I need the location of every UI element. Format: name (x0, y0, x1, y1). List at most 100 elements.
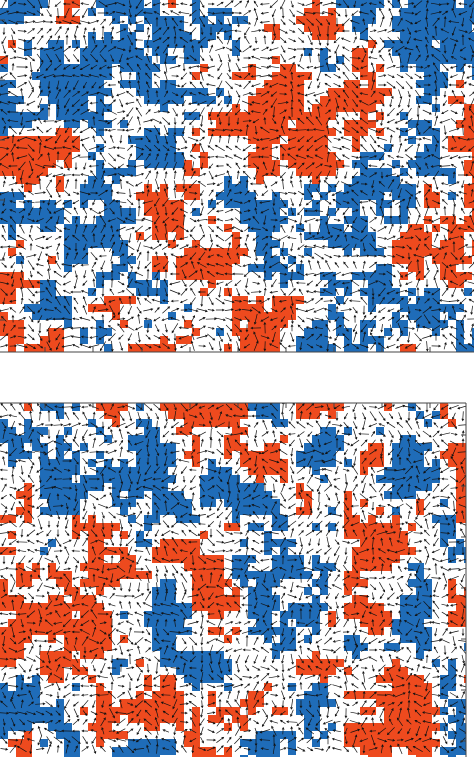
pixel (440, 240, 448, 248)
arrow (334, 63, 341, 71)
pixel (88, 304, 96, 312)
arrow (170, 10, 180, 16)
pixel (344, 587, 352, 595)
arrow (413, 155, 422, 159)
pixel (432, 739, 440, 747)
pixel (0, 643, 8, 651)
pixel (352, 691, 360, 699)
pixel (48, 280, 56, 288)
arrow (298, 37, 305, 43)
pixel (16, 715, 24, 723)
arrow (244, 26, 250, 36)
arrow (46, 259, 51, 271)
arrow (359, 190, 368, 196)
arrow (180, 90, 188, 99)
arrow (398, 89, 403, 100)
arrow (173, 117, 177, 126)
arrow (199, 136, 205, 142)
arrow (182, 99, 186, 107)
pixel (216, 8, 224, 16)
pixel (40, 296, 48, 304)
pixel (104, 715, 112, 723)
arrow (223, 11, 235, 15)
arrow (405, 419, 413, 430)
pixel (168, 240, 176, 248)
arrow (171, 74, 180, 78)
pixel (248, 112, 256, 120)
pixel (80, 80, 88, 88)
pixel (200, 491, 208, 499)
arrow (387, 245, 395, 249)
pixel (312, 200, 320, 208)
arrow (433, 422, 439, 428)
pixel (264, 336, 272, 344)
pixel (168, 56, 176, 64)
arrow (350, 45, 360, 53)
arrow (324, 164, 333, 168)
pixel (368, 240, 376, 248)
arrow (332, 325, 342, 331)
pixel (416, 563, 424, 571)
pixel (24, 427, 32, 435)
arrow (215, 272, 224, 276)
pixel (64, 571, 72, 579)
pixel (176, 659, 184, 667)
arrow (199, 55, 205, 62)
arrow (299, 342, 303, 351)
pixel (72, 256, 80, 264)
arrow (108, 146, 117, 150)
pixel (168, 152, 176, 160)
pixel (48, 152, 56, 160)
pixel (360, 184, 368, 192)
arrow (323, 299, 334, 303)
arrow (260, 414, 269, 418)
arrow (296, 421, 306, 429)
pixel (392, 555, 400, 563)
pixel (144, 715, 152, 723)
pixel (120, 459, 128, 467)
arrow (452, 43, 457, 55)
pixel (320, 435, 328, 443)
arrow (271, 279, 277, 288)
pixel (112, 240, 120, 248)
pixel (144, 571, 152, 579)
arrow (369, 206, 376, 216)
pixel (112, 272, 120, 280)
arrow (404, 2, 415, 6)
pixel (56, 443, 64, 451)
pixel (424, 192, 432, 200)
arrow (326, 151, 330, 163)
pixel (88, 611, 96, 619)
arrow (341, 164, 350, 168)
pixel (328, 128, 336, 136)
pixel (312, 176, 320, 184)
arrow (431, 315, 441, 323)
arrow (379, 316, 386, 321)
arrow (368, 2, 377, 6)
arrow (82, 54, 88, 62)
pixel (248, 304, 256, 312)
arrow (315, 420, 323, 430)
arrow (250, 110, 261, 114)
arrow (162, 299, 170, 303)
arrow (110, 54, 114, 63)
pixel (24, 483, 32, 491)
pixel (320, 120, 328, 128)
arrow (189, 17, 197, 27)
pixel (448, 216, 456, 224)
arrow (378, 307, 386, 313)
arrow (234, 208, 242, 214)
arrow (452, 171, 456, 179)
arrow (56, 35, 61, 45)
pixel (152, 64, 160, 72)
arrow (307, 188, 314, 198)
pixel (248, 320, 256, 328)
pixel (448, 611, 456, 619)
pixel (16, 723, 24, 731)
pixel (24, 723, 32, 731)
arrow (379, 205, 385, 216)
pixel (256, 200, 264, 208)
arrow (136, 116, 141, 126)
arrow (218, 134, 222, 143)
pixel (72, 659, 80, 667)
